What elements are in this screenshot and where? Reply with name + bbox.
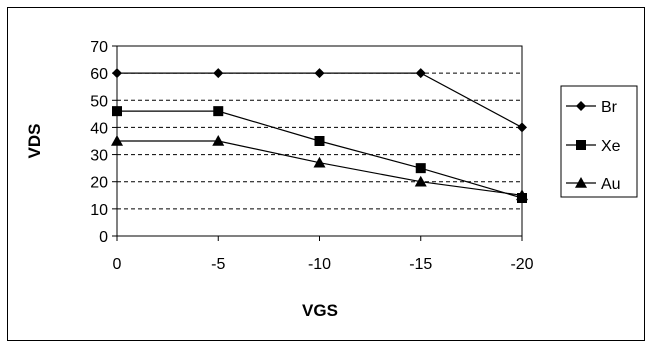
legend-box xyxy=(560,85,638,198)
legend-item-xe: Xe xyxy=(566,138,621,155)
data-point-diamond xyxy=(415,68,426,79)
data-point-square xyxy=(112,106,122,117)
data-point-square xyxy=(415,163,426,174)
data-point-triangle xyxy=(575,177,587,188)
legend-label: Au xyxy=(601,176,621,193)
data-point-diamond xyxy=(576,101,586,111)
x-tick-label: 0 xyxy=(113,256,122,273)
series-layer xyxy=(111,68,528,203)
x-axis-ticks: 0 -5 -10 -15 -20 xyxy=(113,236,534,273)
y-tick-label: 30 xyxy=(90,148,108,165)
y-tick-label: 70 xyxy=(90,39,108,56)
y-axis-title: VDS xyxy=(25,124,44,159)
x-tick-label: -5 xyxy=(211,256,225,273)
x-tick-label: -10 xyxy=(308,256,331,273)
series-br xyxy=(112,68,527,133)
data-point-triangle xyxy=(212,135,225,146)
x-axis-title: VGS xyxy=(302,301,338,320)
y-tick-label: 20 xyxy=(90,175,108,192)
x-tick-label: -20 xyxy=(510,256,533,273)
gridlines xyxy=(117,72,522,210)
y-axis-ticks: 0 10 20 30 40 50 60 70 xyxy=(90,39,117,246)
data-point-square xyxy=(314,136,325,146)
y-tick-label: 10 xyxy=(90,202,108,219)
series-au xyxy=(111,135,528,201)
data-point-triangle xyxy=(516,189,528,201)
data-point-diamond xyxy=(314,68,325,79)
y-tick-label: 40 xyxy=(90,120,108,137)
data-point-diamond xyxy=(517,122,527,133)
y-tick-label: 0 xyxy=(99,229,108,246)
legend: Br Xe Au xyxy=(560,85,638,198)
legend-item-au: Au xyxy=(566,176,621,193)
data-point-triangle xyxy=(414,175,427,187)
data-point-triangle xyxy=(111,135,123,146)
data-point-square xyxy=(576,140,586,150)
legend-label: Xe xyxy=(601,138,621,155)
data-point-diamond xyxy=(213,68,224,79)
data-point-square xyxy=(213,106,224,117)
legend-item-br: Br xyxy=(566,99,618,116)
x-tick-label: -15 xyxy=(409,256,432,273)
data-point-triangle xyxy=(313,156,326,168)
y-tick-label: 60 xyxy=(90,66,108,83)
y-tick-label: 50 xyxy=(90,93,108,110)
legend-label: Br xyxy=(601,99,618,116)
